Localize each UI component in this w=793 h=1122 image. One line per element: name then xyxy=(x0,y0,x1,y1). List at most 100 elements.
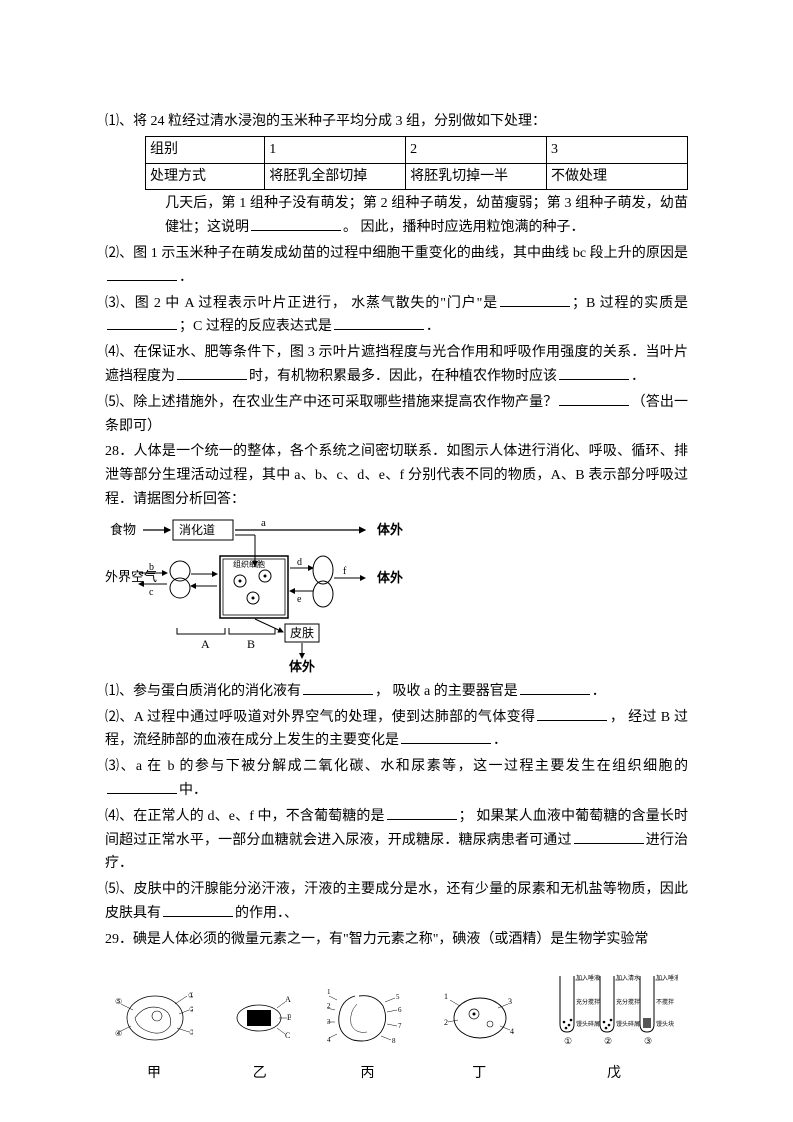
svg-text:4: 4 xyxy=(327,1036,331,1044)
q27-5: ⑸、除上述措施外，在农业生产中还可采取哪些措施来提高农作物产量？（答出一条即可） xyxy=(105,391,688,439)
svg-text:A: A xyxy=(201,637,210,651)
blank[interactable] xyxy=(163,902,233,917)
svg-text:②: ② xyxy=(604,1036,612,1046)
svg-text:C: C xyxy=(285,1031,290,1040)
figure-ding: 1 2 3 4 丁 xyxy=(444,986,514,1086)
svg-text:B: B xyxy=(287,1013,291,1022)
text: 时，有机物积累最多．因此，在种植农作物时应该 xyxy=(249,369,557,384)
blank[interactable] xyxy=(559,365,629,380)
svg-text:①: ① xyxy=(564,1036,572,1046)
svg-text:e: e xyxy=(297,594,302,605)
table-row: 组别 1 2 3 xyxy=(146,136,688,163)
text: ⑵、A 过程中通过呼吸道对外界空气的处理，使到达肺部的气体变得 xyxy=(105,710,535,725)
text: ． xyxy=(493,733,507,748)
svg-text:加入唾液: 加入唾液 xyxy=(656,974,678,982)
cell: 不做处理 xyxy=(547,163,688,190)
svg-text:1: 1 xyxy=(444,992,448,1001)
svg-text:体外: 体外 xyxy=(377,522,403,537)
svg-text:馒头碎屑: 馒头碎屑 xyxy=(576,1020,600,1028)
cell: 将胚乳切掉一半 xyxy=(406,163,547,190)
svg-text:1: 1 xyxy=(327,988,331,996)
text: ， 吸收 a 的主要器官是 xyxy=(375,684,518,699)
q28-2: ⑵、A 过程中通过呼吸道对外界空气的处理，使到达肺部的气体变得， 经过 B 过程… xyxy=(105,706,688,754)
text: ⑵、图 1 示玉米种子在萌发成幼苗的过程中细胞干重变化的曲线，其中曲线 bc 段… xyxy=(105,246,688,261)
cell: 2 xyxy=(406,136,547,163)
q27-1-result: 几天后，第 1 组种子没有萌发；第 2 组种子萌发，幼苗瘦弱；第 3 组种子萌发… xyxy=(105,192,688,240)
q27-3: ⑶、图 2 中 A 过程表示叶片正进行， 水蒸气散失的"门户"是；B 过程的实质… xyxy=(105,292,688,340)
svg-text:消化道: 消化道 xyxy=(179,523,215,537)
svg-text:组织细胞: 组织细胞 xyxy=(233,559,265,569)
svg-text:8: 8 xyxy=(392,1037,396,1045)
svg-text:皮肤: 皮肤 xyxy=(290,625,314,640)
blank[interactable] xyxy=(177,365,247,380)
q28-3: ⑶、a 在 b 的参与下被分解成二氧化碳、水和尿素等，这一过程主要发生在组织细胞… xyxy=(105,755,688,803)
figure-wu: 加入唾液 加入清水 加入唾液 充分搅拌 充分搅拌 不搅拌 馒头碎屑 馒头碎屑 馒… xyxy=(550,970,678,1086)
q28-4: ⑷、在正常人的 d、e、f 中，不含葡萄糖的是； 如果某人血液中葡萄糖的含量长时… xyxy=(105,805,688,876)
svg-text:食物: 食物 xyxy=(110,522,136,537)
q29-intro: 29．碘是人体必须的微量元素之一，有"智力元素之称"，碘液（或酒精）是生物学实验… xyxy=(105,928,688,952)
figure-yi: A B C 乙 xyxy=(229,986,291,1086)
svg-text:馒头碎屑: 馒头碎屑 xyxy=(616,1020,640,1028)
blank[interactable] xyxy=(520,680,590,695)
fig-label: 丁 xyxy=(472,1062,486,1086)
text: ． xyxy=(592,684,606,699)
cell: 处理方式 xyxy=(146,163,265,190)
svg-text:3: 3 xyxy=(508,997,512,1006)
fig-label: 甲 xyxy=(147,1062,161,1086)
svg-text:2: 2 xyxy=(444,1018,448,1027)
text: ；B 过程的实质是 xyxy=(572,296,688,311)
blank[interactable] xyxy=(334,315,424,330)
cell: 组别 xyxy=(146,136,265,163)
svg-text:不搅拌: 不搅拌 xyxy=(656,998,674,1006)
text: ． xyxy=(179,270,193,285)
svg-text:7: 7 xyxy=(398,1022,402,1030)
svg-text:加入清水: 加入清水 xyxy=(616,974,640,982)
blank[interactable] xyxy=(559,391,629,406)
svg-text:4: 4 xyxy=(510,1027,514,1036)
svg-text:f: f xyxy=(343,566,347,577)
text: 中． xyxy=(179,783,207,798)
q28-1: ⑴、参与蛋白质消化的消化液有 ， 吸收 a 的主要器官是 ． xyxy=(105,680,688,704)
text: ；C 过程的反应表达式是 xyxy=(179,319,332,334)
svg-text:3: 3 xyxy=(327,1018,331,1026)
blank[interactable] xyxy=(107,315,177,330)
svg-text:6: 6 xyxy=(398,1006,402,1014)
text: 。 因此，播种时应选用粒饱满的种子． xyxy=(343,220,585,235)
q28-intro: 28．人体是一个统一的整体，各个系统之间密切联系．如图示人体进行消化、呼吸、循环… xyxy=(105,440,688,511)
svg-text:①: ① xyxy=(188,991,193,1000)
fig-label: 丙 xyxy=(361,1062,375,1086)
blank[interactable] xyxy=(401,729,491,744)
svg-text:②: ② xyxy=(189,1005,193,1014)
fig-label: 戊 xyxy=(607,1062,621,1086)
q28-5: ⑸、皮肤中的汗腺能分泌汗液，汗液的主要成分是水，还有少量的尿素和无机盐等物质，因… xyxy=(105,878,688,926)
blank[interactable] xyxy=(387,805,457,820)
seed-table: 组别 1 2 3 处理方式 将胚乳全部切掉 将胚乳切掉一半 不做处理 xyxy=(145,136,688,191)
svg-text:③: ③ xyxy=(644,1036,652,1046)
blank[interactable] xyxy=(107,779,177,794)
blank[interactable] xyxy=(574,829,644,844)
blank[interactable] xyxy=(251,216,341,231)
svg-text:b: b xyxy=(149,562,154,573)
svg-text:加入唾液: 加入唾液 xyxy=(576,974,600,982)
q27-4: ⑷、在保证水、肥等条件下，图 3 示叶片遮挡程度与光合作用和呼吸作用强度的关系．… xyxy=(105,341,688,389)
text: ． xyxy=(426,319,440,334)
table-row: 处理方式 将胚乳全部切掉 将胚乳切掉一半 不做处理 xyxy=(146,163,688,190)
text: 的作用．、 xyxy=(235,906,298,921)
text: ⑴、参与蛋白质消化的消化液有 xyxy=(105,684,301,699)
svg-text:a: a xyxy=(261,517,266,529)
text: ⑸、除上述措施外，在农业生产中还可采取哪些措施来提高农作物产量？ xyxy=(105,395,557,410)
text: ． xyxy=(631,369,645,384)
svg-text:B: B xyxy=(247,637,255,651)
diagram-svg: 食物 消化道 a 体外 外界空气 b c 组织细胞 d e f xyxy=(105,516,445,676)
blank[interactable] xyxy=(537,706,607,721)
svg-text:体外: 体外 xyxy=(377,570,403,585)
svg-text:充分搅拌: 充分搅拌 xyxy=(616,998,640,1006)
svg-text:c: c xyxy=(149,587,154,598)
blank[interactable] xyxy=(500,292,570,307)
cell: 3 xyxy=(547,136,688,163)
body-system-diagram: 食物 消化道 a 体外 外界空气 b c 组织细胞 d e f xyxy=(105,516,445,676)
svg-text:④: ④ xyxy=(115,1029,122,1038)
blank[interactable] xyxy=(107,266,177,281)
svg-text:d: d xyxy=(297,557,302,568)
blank[interactable] xyxy=(303,680,373,695)
